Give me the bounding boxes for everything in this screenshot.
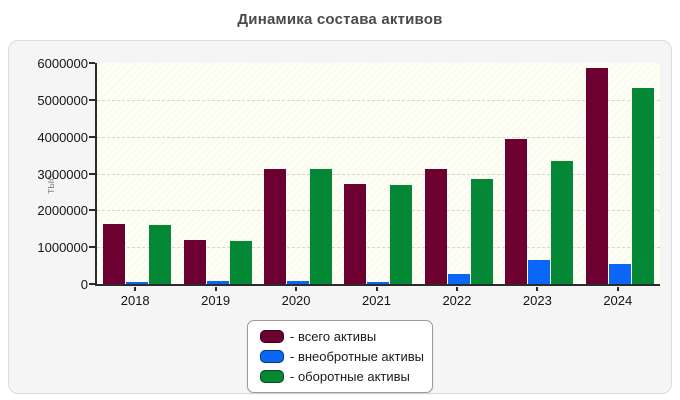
y-tick-label-0: 0	[80, 277, 88, 292]
y-tick-mark-5000000	[89, 98, 95, 101]
y-tick-label-5000000: 5000000	[37, 92, 88, 108]
y-tick-label-2000000: 2000000	[37, 203, 88, 219]
bar-total-2023	[505, 139, 528, 284]
x-tick-mark-2024	[616, 287, 619, 291]
bar-total-2021	[344, 184, 367, 284]
bar-noncurrent-2019	[206, 281, 229, 284]
legend-swatch-current	[260, 370, 284, 383]
x-tick-label-2020: 2020	[281, 293, 311, 308]
bar-group-2019	[177, 63, 257, 284]
gridline-2000000	[97, 210, 660, 212]
bar-noncurrent-2018	[126, 282, 149, 284]
bar-total-2019	[183, 240, 206, 284]
y-tick-mark-1000000	[89, 246, 95, 249]
x-tick-mark-2022	[455, 287, 458, 291]
y-tick-label-4000000: 4000000	[37, 129, 88, 145]
gridline-5000000	[97, 99, 660, 101]
x-tick-mark-2018	[134, 287, 137, 291]
plot-area	[95, 63, 660, 286]
bar-noncurrent-2024	[608, 264, 631, 284]
bar-group-2020	[258, 63, 338, 284]
bar-noncurrent-2023	[528, 260, 551, 284]
legend-swatch-noncurrent	[260, 350, 284, 363]
legend-label-noncurrent: - внеобротные активы	[290, 349, 424, 364]
bar-noncurrent-2020	[287, 281, 310, 284]
bar-current-2018	[149, 225, 172, 284]
x-tick-label-2024: 2024	[603, 293, 633, 308]
y-tick-mark-3000000	[89, 172, 95, 175]
bar-group-2023	[499, 63, 579, 284]
y-tick-mark-0	[89, 283, 95, 285]
legend-swatch-total	[260, 330, 284, 343]
x-tick-mark-2020	[295, 287, 298, 291]
legend-item-total: - всего активы	[260, 329, 420, 344]
bar-current-2024	[631, 88, 654, 284]
gridline-3000000	[97, 173, 660, 175]
y-tick-label-6000000: 6000000	[37, 56, 88, 71]
bar-current-2023	[551, 161, 574, 284]
x-tick-label-2021: 2021	[362, 293, 391, 308]
bar-noncurrent-2021	[367, 282, 390, 284]
y-tick-mark-6000000	[89, 62, 95, 64]
bar-noncurrent-2022	[447, 274, 470, 284]
x-tick-label-2019: 2019	[201, 293, 231, 308]
legend: - всего активы - внеобротные активы - обор…	[247, 320, 433, 393]
y-tick-label-3000000: 3000000	[37, 166, 88, 182]
bar-current-2022	[470, 179, 493, 284]
bar-group-2018	[97, 63, 177, 284]
legend-label-total: - всего активы	[290, 329, 377, 344]
bar-group-2021	[338, 63, 418, 284]
chart-title: Динамика состава активов	[237, 11, 443, 28]
x-tick-mark-2019	[214, 287, 217, 291]
x-tick-label-2018: 2018	[120, 293, 150, 308]
gridline-1000000	[97, 247, 660, 249]
bar-current-2019	[229, 241, 252, 284]
bar-total-2018	[103, 224, 126, 284]
bar-total-2024	[585, 68, 608, 284]
legend-item-noncurrent: - внеобротные активы	[260, 349, 424, 364]
x-tick-label-2023: 2023	[522, 293, 552, 308]
y-tick-mark-2000000	[89, 209, 95, 212]
bar-group-2024	[580, 63, 660, 284]
x-tick-label-2022: 2022	[442, 293, 472, 308]
x-tick-mark-2021	[375, 287, 378, 291]
bar-total-2022	[424, 169, 447, 284]
legend-label-current: - оборотные активы	[290, 369, 410, 384]
bar-current-2021	[390, 185, 413, 284]
y-tick-mark-4000000	[89, 135, 95, 138]
gridline-4000000	[97, 136, 660, 138]
bar-current-2020	[310, 169, 333, 284]
bar-group-2022	[419, 63, 499, 284]
bar-total-2020	[264, 169, 287, 284]
legend-item-current: - оборотные активы	[260, 369, 420, 384]
x-tick-mark-2023	[536, 287, 539, 291]
y-tick-label-1000000: 1000000	[37, 240, 88, 256]
